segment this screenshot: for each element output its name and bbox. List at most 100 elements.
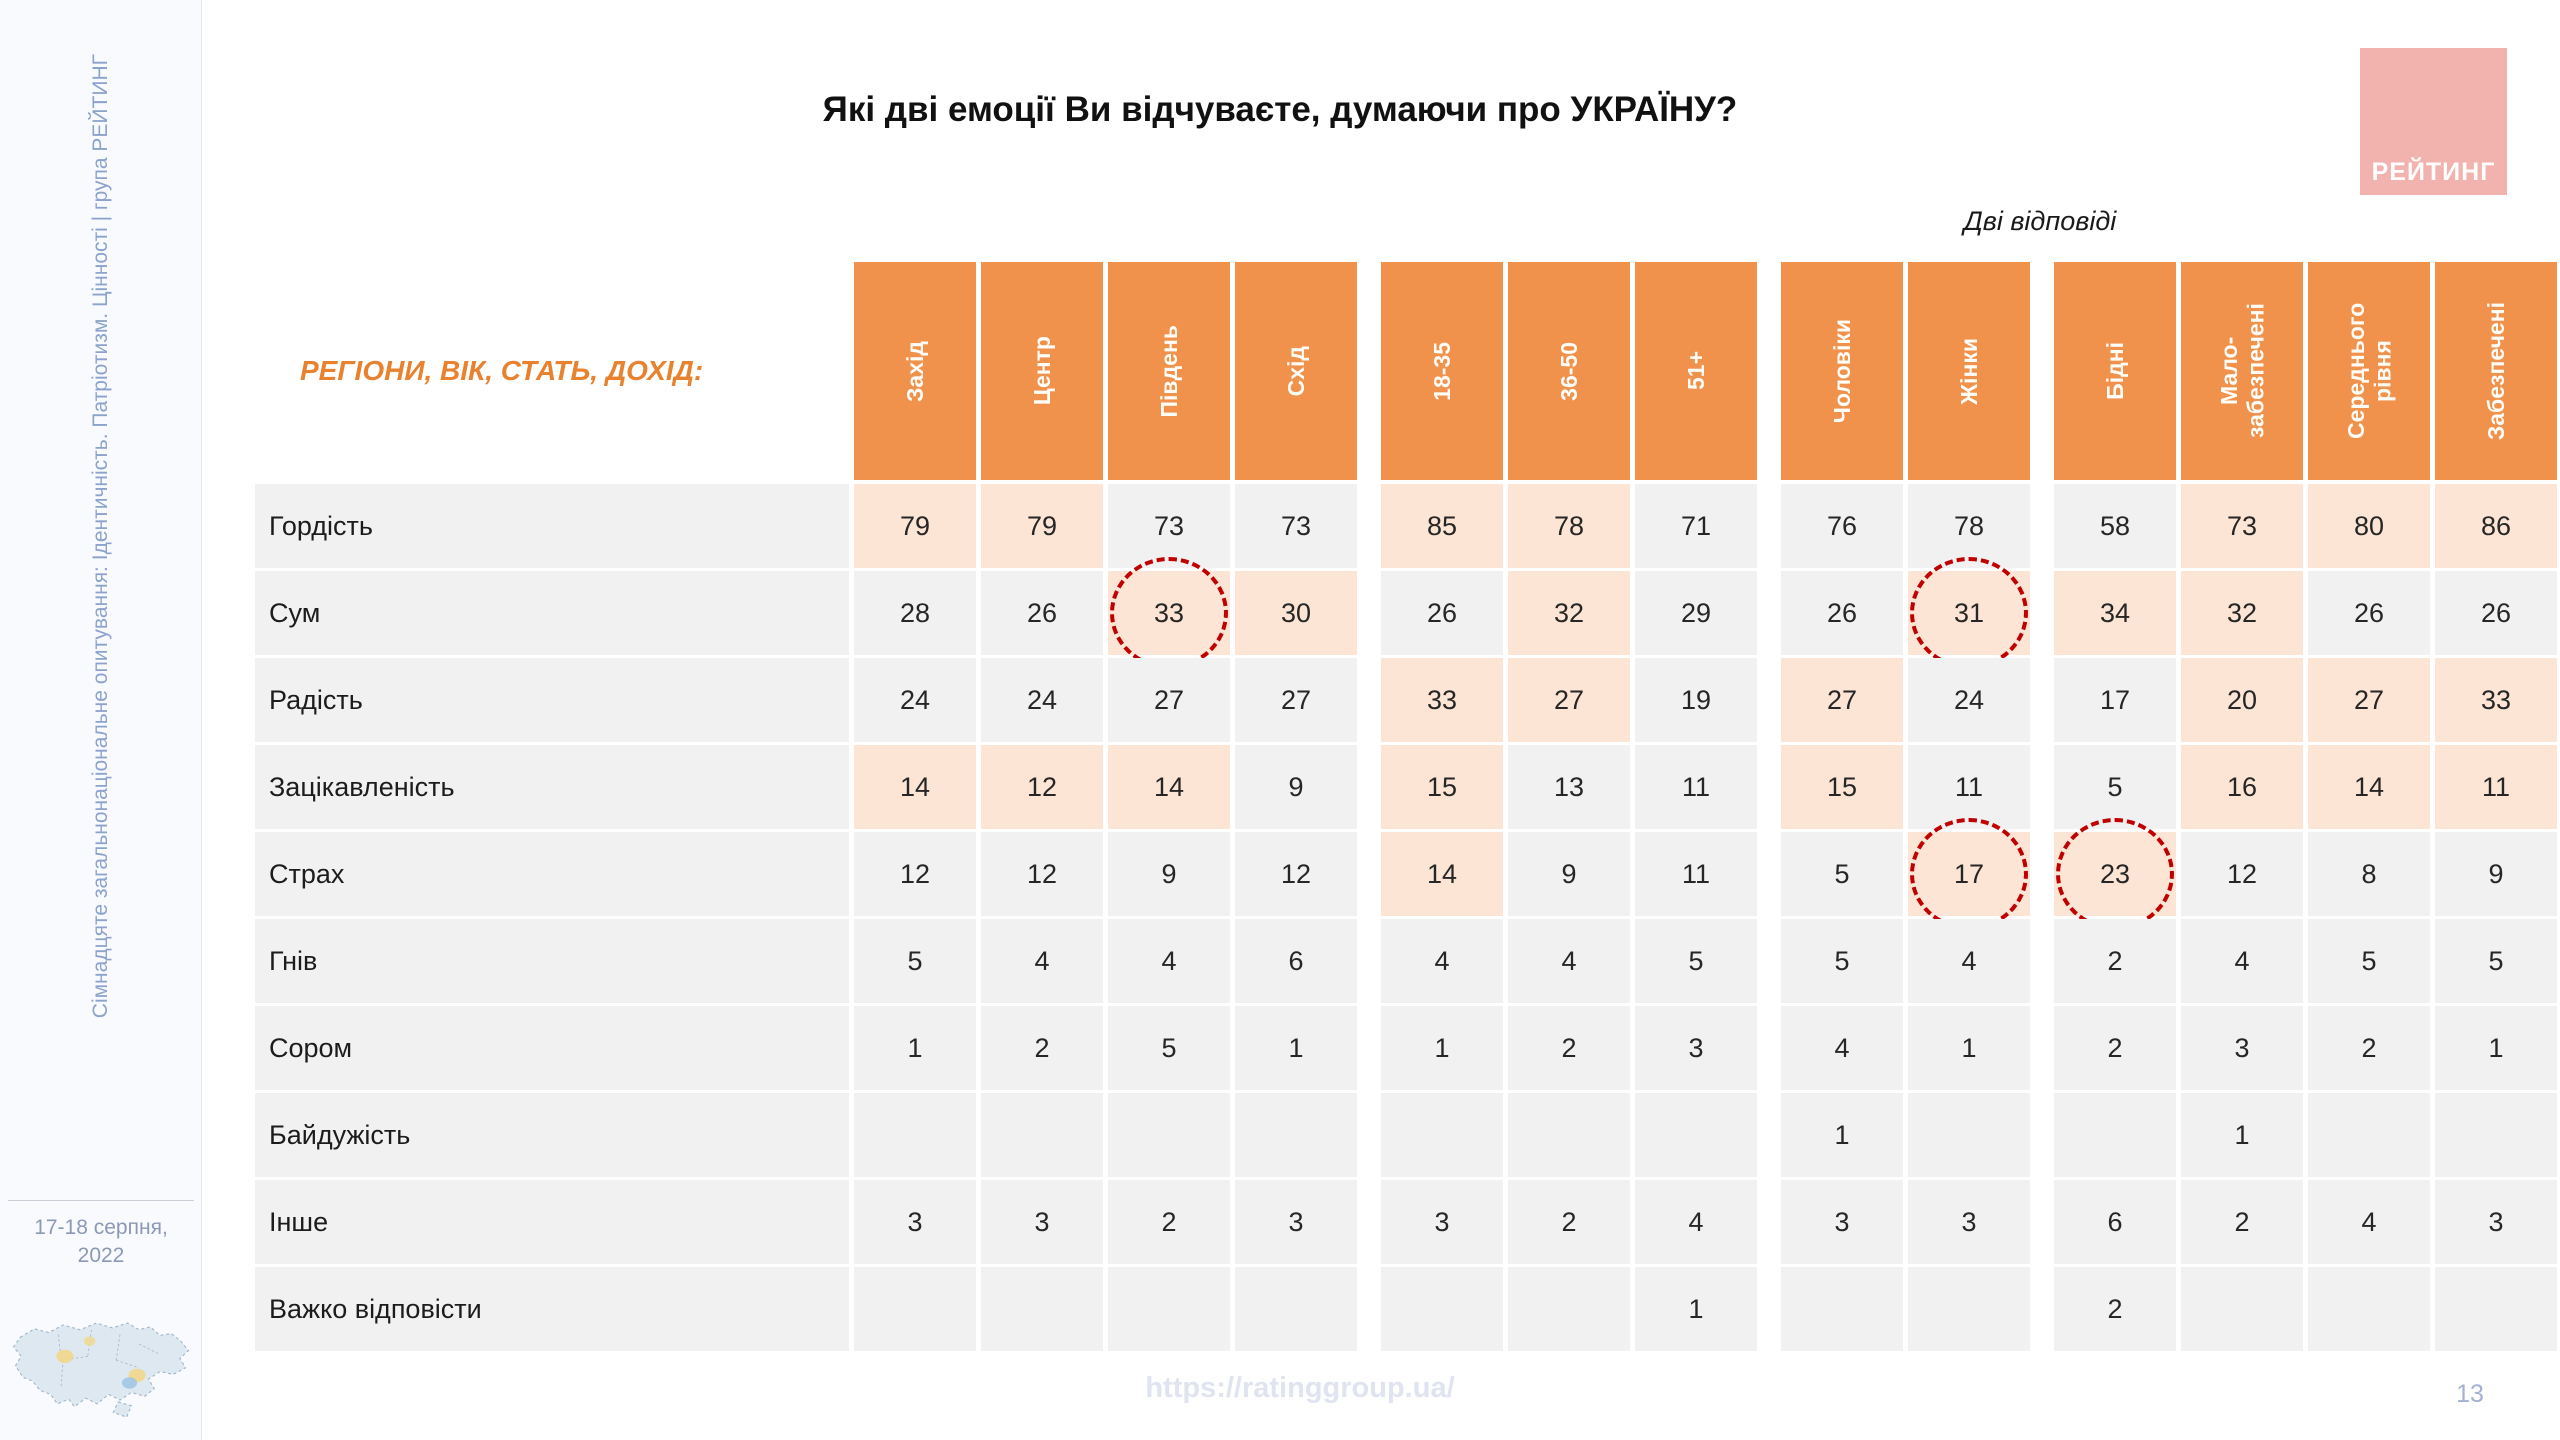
table-cell: 2 bbox=[2181, 1180, 2303, 1264]
table-cell: 4 bbox=[2308, 1180, 2430, 1264]
page-number: 13 bbox=[2456, 1380, 2484, 1408]
table-cell bbox=[1908, 1093, 2030, 1177]
column-group-gender: Чоловіки Жінки bbox=[1781, 262, 2030, 480]
table-cell: 26 bbox=[1781, 571, 1903, 655]
table-cell: 29 bbox=[1635, 571, 1757, 655]
column-header: 36-50 bbox=[1508, 262, 1630, 480]
table-header-label: РЕГІОНИ, ВІК, СТАТЬ, ДОХІД: bbox=[300, 355, 704, 386]
table-cell: 12 bbox=[981, 832, 1103, 916]
row-group-gender: 26 31 bbox=[1781, 557, 2030, 669]
table-cell: 2 bbox=[981, 1006, 1103, 1090]
table-cell: 80 bbox=[2308, 484, 2430, 568]
table-cell: 4 bbox=[2181, 919, 2303, 1003]
table-cell: 14 bbox=[854, 745, 976, 829]
table-cell: 4 bbox=[1635, 1180, 1757, 1264]
table-cell: 4 bbox=[1908, 919, 2030, 1003]
table-cell: 4 bbox=[1108, 919, 1230, 1003]
table-cell: 3 bbox=[854, 1180, 976, 1264]
table-cell: 3 bbox=[1235, 1180, 1357, 1264]
row-group-regions: 24 24 27 27 bbox=[854, 658, 1357, 742]
table-cell: 27 bbox=[1108, 658, 1230, 742]
column-header: 18-35 bbox=[1381, 262, 1503, 480]
row-group-income: 23 12 8 9 bbox=[2054, 818, 2557, 930]
table-cell: 2 bbox=[2054, 1006, 2176, 1090]
table-cell: 79 bbox=[854, 484, 976, 568]
row-label: Страх bbox=[255, 832, 849, 916]
table-cell: 78 bbox=[1908, 484, 2030, 568]
table-cell bbox=[854, 1093, 976, 1177]
table-cell bbox=[1235, 1267, 1357, 1351]
row-group-income: 2 bbox=[2054, 1267, 2557, 1351]
table-cell: 32 bbox=[1508, 571, 1630, 655]
column-header: Захід bbox=[854, 262, 976, 480]
table-cell: 73 bbox=[2181, 484, 2303, 568]
table-cell bbox=[1381, 1267, 1503, 1351]
table-cell: 3 bbox=[1781, 1180, 1903, 1264]
table-cell: 5 bbox=[1635, 919, 1757, 1003]
table-cell bbox=[1235, 1093, 1357, 1177]
table-cell: 11 bbox=[2435, 745, 2557, 829]
table-cell: 33 bbox=[2435, 658, 2557, 742]
table-cell: 2 bbox=[1108, 1180, 1230, 1264]
table-cell: 3 bbox=[1381, 1180, 1503, 1264]
table-cell: 3 bbox=[1635, 1006, 1757, 1090]
row-group-regions bbox=[854, 1093, 1357, 1177]
row-group-regions: 12 12 9 12 bbox=[854, 832, 1357, 916]
table-cell bbox=[2435, 1093, 2557, 1177]
table-cell: 71 bbox=[1635, 484, 1757, 568]
column-group-regions: Захід Центр Південь Схід bbox=[854, 262, 1357, 480]
table-cell: 5 bbox=[2435, 919, 2557, 1003]
table-cell: 15 bbox=[1781, 745, 1903, 829]
table-row: Зацікавленість 14 12 14 9 15 13 11 15 11 5 16 14 11 bbox=[255, 745, 2557, 829]
ratinggroup-url-link[interactable]: https://ratinggroup.ua/ bbox=[1145, 1372, 1455, 1404]
table-cell: 4 bbox=[1381, 919, 1503, 1003]
table-cell: 23 bbox=[2054, 818, 2176, 930]
page-title: Які дві емоції Ви відчуваєте, думаючи пр… bbox=[822, 90, 1738, 129]
row-group-regions bbox=[854, 1267, 1357, 1351]
table-cell: 16 bbox=[2181, 745, 2303, 829]
row-label: Сум bbox=[255, 571, 849, 655]
table-cell: 34 bbox=[2054, 571, 2176, 655]
table-cell: 76 bbox=[1781, 484, 1903, 568]
row-group-income: 1 bbox=[2054, 1093, 2557, 1177]
table-cell: 1 bbox=[854, 1006, 976, 1090]
table-cell: 9 bbox=[2435, 832, 2557, 916]
table-cell bbox=[1635, 1093, 1757, 1177]
table-cell: 58 bbox=[2054, 484, 2176, 568]
table-cell: 78 bbox=[1508, 484, 1630, 568]
row-group-age: 26 32 29 bbox=[1381, 571, 1757, 655]
table-cell: 26 bbox=[2435, 571, 2557, 655]
logo-text: РЕЙТИНГ bbox=[2371, 158, 2496, 186]
column-header: Мало-забезпечені bbox=[2181, 262, 2303, 480]
table-cell: 14 bbox=[2308, 745, 2430, 829]
table-cell: 20 bbox=[2181, 658, 2303, 742]
table-cell: 5 bbox=[2054, 745, 2176, 829]
row-group-gender: 5 17 bbox=[1781, 818, 2030, 930]
table-cell: 5 bbox=[854, 919, 976, 1003]
row-group-gender: 15 11 bbox=[1781, 745, 2030, 829]
table-row: Гордість 79 79 73 73 85 78 71 76 78 58 73 80 86 bbox=[255, 484, 2557, 568]
table-cell: 1 bbox=[1635, 1267, 1757, 1351]
row-group-age bbox=[1381, 1093, 1757, 1177]
row-label: Важко відповісти bbox=[255, 1267, 849, 1351]
table-cell: 12 bbox=[1235, 832, 1357, 916]
row-group-gender bbox=[1781, 1267, 2030, 1351]
table-cell: 6 bbox=[1235, 919, 1357, 1003]
table-cell: 3 bbox=[1908, 1180, 2030, 1264]
table-cell: 9 bbox=[1108, 832, 1230, 916]
table-cell: 9 bbox=[1235, 745, 1357, 829]
table-cell: 86 bbox=[2435, 484, 2557, 568]
table-cell: 9 bbox=[1508, 832, 1630, 916]
table-cell: 1 bbox=[1381, 1006, 1503, 1090]
row-group-regions: 79 79 73 73 bbox=[854, 484, 1357, 568]
table-cell: 13 bbox=[1508, 745, 1630, 829]
row-group-gender: 27 24 bbox=[1781, 658, 2030, 742]
table-cell bbox=[1908, 1267, 2030, 1351]
table-row: Байдужість 1 1 bbox=[255, 1093, 2557, 1177]
